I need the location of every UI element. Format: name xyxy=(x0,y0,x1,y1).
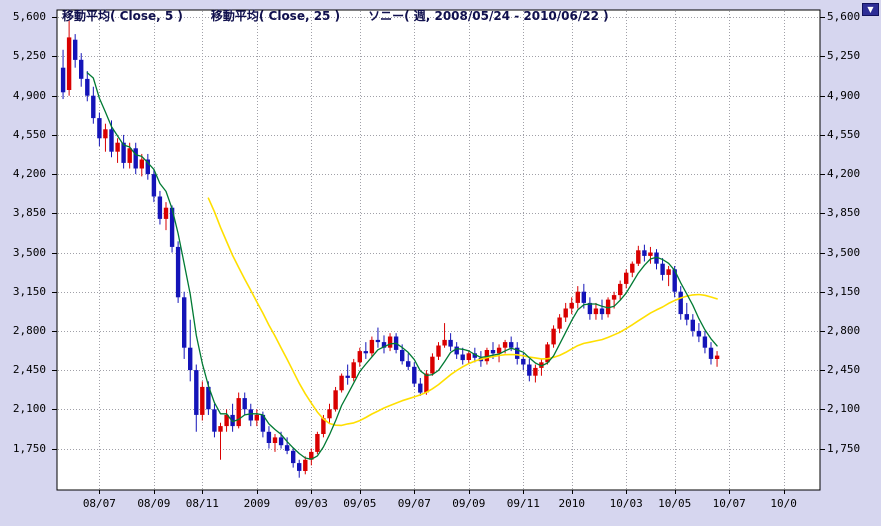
y-axis-tick-label: 3,500 xyxy=(12,245,46,259)
y-axis-tick-label: 5,600 xyxy=(12,10,46,24)
y-axis-right: 5,600 5,250 4,900 4,550 4,200 3,850 3,500 3,150… xyxy=(826,0,881,526)
y-axis-tick-label: 2,800 xyxy=(12,323,46,337)
legend-ma5-label: 移動平均( Close, 5 ) xyxy=(62,9,183,23)
y-axis-tick-label: 3,850 xyxy=(12,206,46,220)
legend-ma25-label: 移動平均( Close, 25 ) xyxy=(210,9,341,23)
y-axis-tick-label: 4,900 xyxy=(12,88,46,102)
y-axis-tick-label: 2,800 xyxy=(827,323,861,337)
y-axis-left: 5,600 5,250 4,900 4,550 4,200 3,850 3,500 3,150… xyxy=(0,0,51,526)
chevron-down-icon: ▼ xyxy=(867,5,874,14)
y-axis-tick-label: 1,750 xyxy=(827,441,861,455)
y-axis-tick-label: 3,850 xyxy=(827,206,861,220)
y-axis-tick-label: 2,450 xyxy=(827,363,861,377)
y-axis-tick-label: 4,200 xyxy=(12,167,46,181)
y-axis-tick-label: 3,500 xyxy=(827,245,861,259)
chart-dropdown-button[interactable]: ▼ xyxy=(862,3,879,16)
chart-legend: 移動平均( Close, 5 ) 移動平均( Close, 25 ) ソニー( 週,… xyxy=(62,7,637,23)
y-axis-tick-label: 4,200 xyxy=(827,167,861,181)
y-axis-tick-label: 4,900 xyxy=(827,88,861,102)
y-axis-tick-label: 2,450 xyxy=(12,363,46,377)
y-axis-tick-label: 2,100 xyxy=(12,402,46,416)
y-axis-tick-label: 4,550 xyxy=(827,127,861,141)
y-axis-tick-label: 5,600 xyxy=(827,10,861,24)
y-axis-tick-label: 5,250 xyxy=(827,49,861,63)
y-axis-tick-label: 5,250 xyxy=(12,49,46,63)
y-axis-tick-label: 3,150 xyxy=(827,284,861,298)
y-axis-tick-label: 3,150 xyxy=(12,284,46,298)
y-axis-tick-label: 4,550 xyxy=(12,127,46,141)
y-axis-tick-label: 1,750 xyxy=(12,441,46,455)
legend-series-label: ソニー( 週, 2008/05/24 - 2010/06/22 ) xyxy=(368,9,609,23)
y-axis-tick-label: 2,100 xyxy=(827,402,861,416)
